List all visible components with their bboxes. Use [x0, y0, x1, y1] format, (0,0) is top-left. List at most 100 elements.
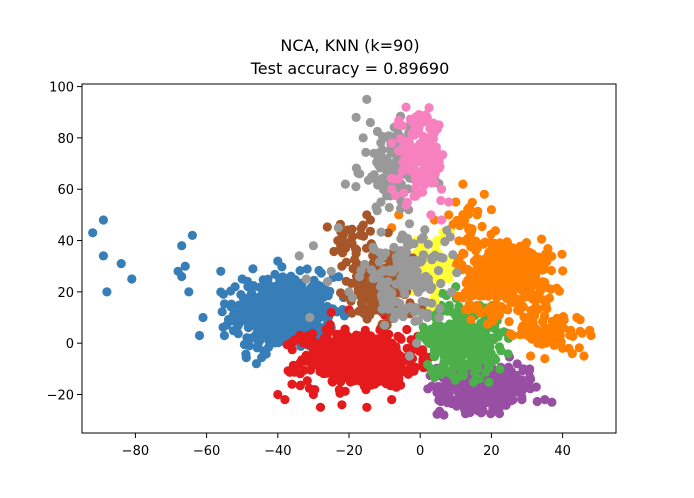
point-series-1 — [295, 381, 305, 391]
point-series-3 — [428, 330, 438, 340]
point-series-3 — [473, 364, 483, 374]
point-series-4 — [514, 306, 524, 316]
point-series-8 — [397, 166, 408, 176]
point-series-1 — [308, 389, 318, 400]
point-series-0 — [240, 294, 250, 304]
point-series-4 — [489, 258, 499, 268]
point-series-8 — [416, 140, 426, 151]
point-series-1 — [404, 364, 415, 374]
point-series-2 — [503, 362, 514, 372]
point-series-7 — [411, 255, 421, 265]
point-series-8 — [426, 210, 436, 220]
point-series-4 — [554, 322, 564, 332]
point-series-0 — [295, 266, 305, 276]
point-series-1 — [386, 376, 396, 386]
chart-subtitle: Test accuracy = 0.89690 — [250, 59, 450, 78]
point-series-7 — [367, 172, 377, 182]
point-series-1 — [339, 354, 349, 364]
point-series-0 — [187, 230, 197, 240]
point-series-1 — [341, 329, 351, 339]
point-series-3 — [423, 337, 434, 348]
point-series-4 — [527, 325, 537, 335]
point-series-0 — [323, 291, 333, 301]
point-series-8 — [422, 112, 432, 122]
point-series-0 — [228, 326, 239, 336]
point-series-0 — [254, 336, 264, 346]
point-series-3 — [495, 364, 505, 374]
point-series-0 — [273, 256, 283, 266]
point-series-6 — [367, 302, 377, 312]
point-series-4 — [547, 251, 557, 261]
point-series-7 — [378, 173, 388, 183]
point-series-3 — [461, 331, 471, 341]
point-series-7 — [386, 300, 396, 310]
point-series-7 — [377, 304, 387, 314]
point-series-3 — [451, 374, 461, 384]
point-series-7 — [386, 289, 397, 300]
point-series-7 — [326, 266, 336, 276]
point-series-4 — [451, 197, 461, 207]
point-series-2 — [501, 394, 511, 404]
point-series-7 — [436, 278, 446, 289]
point-series-0 — [257, 322, 267, 332]
point-series-1 — [383, 356, 393, 366]
point-series-4 — [523, 289, 534, 299]
point-series-4 — [558, 266, 568, 276]
point-series-4 — [479, 189, 489, 199]
point-series-1 — [319, 369, 329, 379]
point-series-1 — [340, 363, 350, 373]
point-series-7 — [308, 241, 318, 251]
point-series-8 — [411, 191, 421, 201]
point-series-8 — [424, 103, 434, 113]
x-tick-label: 0 — [416, 444, 424, 459]
point-series-4 — [544, 293, 555, 303]
point-series-0 — [116, 259, 126, 269]
point-series-4 — [488, 274, 498, 284]
point-series-2 — [525, 384, 535, 394]
point-series-0 — [264, 327, 274, 337]
point-series-6 — [322, 222, 332, 232]
point-series-7 — [323, 277, 333, 287]
point-series-1 — [307, 360, 317, 370]
point-series-3 — [432, 321, 442, 331]
point-series-7 — [340, 179, 350, 189]
point-series-4 — [486, 205, 496, 215]
point-series-1 — [273, 389, 283, 400]
point-series-1 — [334, 385, 344, 395]
point-series-4 — [510, 278, 520, 288]
point-series-4 — [575, 326, 585, 336]
point-series-7 — [399, 232, 409, 242]
point-series-4 — [504, 317, 514, 327]
point-series-2 — [434, 395, 444, 405]
point-series-7 — [361, 147, 371, 157]
y-axis: −20 0 20 40 60 80 100 — [47, 81, 82, 404]
point-series-7 — [344, 287, 354, 297]
point-series-7 — [333, 223, 343, 233]
point-series-0 — [301, 306, 311, 316]
point-series-0 — [102, 287, 112, 297]
point-series-7 — [301, 274, 311, 284]
point-series-0 — [283, 316, 293, 326]
point-series-0 — [287, 297, 297, 307]
point-series-6 — [347, 308, 357, 318]
point-series-0 — [317, 303, 327, 313]
y-tick-label: 40 — [57, 235, 74, 250]
point-series-3 — [484, 377, 494, 387]
point-series-7 — [369, 148, 379, 158]
point-series-0 — [273, 338, 283, 348]
point-series-2 — [454, 386, 464, 396]
point-series-7 — [452, 268, 462, 278]
point-series-1 — [333, 372, 343, 382]
point-series-4 — [527, 267, 537, 278]
point-series-4 — [477, 221, 487, 232]
point-series-1 — [301, 350, 311, 360]
point-series-7 — [377, 293, 387, 303]
point-series-6 — [367, 291, 377, 301]
point-series-4 — [489, 238, 499, 248]
point-series-7 — [354, 272, 364, 282]
point-series-4 — [480, 237, 490, 247]
point-series-8 — [427, 142, 437, 152]
point-series-1 — [329, 364, 339, 374]
point-series-0 — [218, 289, 228, 299]
